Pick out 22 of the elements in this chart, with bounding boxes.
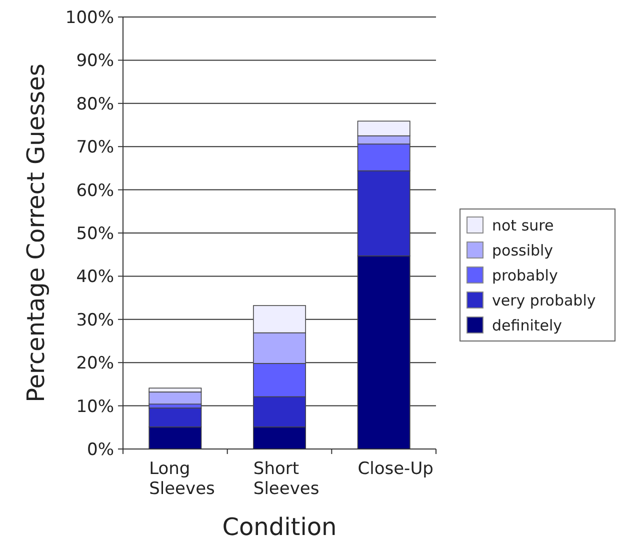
y-axis-title: Percentage Correct Guesses <box>22 64 50 402</box>
x-tick-label: Close-Up <box>358 459 434 479</box>
bar <box>148 392 202 404</box>
legend-label: probably <box>492 266 558 284</box>
legend-label: definitely <box>492 316 562 334</box>
y-tick-label: 90% <box>76 51 114 72</box>
y-tick-label: 70% <box>76 138 114 158</box>
x-tick-label: Short Sleeves <box>253 459 320 499</box>
legend-label: not sure <box>492 216 554 234</box>
y-tick-label: 0% <box>87 440 114 460</box>
x-tick-label: Long Sleeves <box>149 459 216 499</box>
y-tick-label: 20% <box>76 354 114 374</box>
legend-label: very probably <box>492 291 596 310</box>
y-tick-label: 50% <box>76 224 114 244</box>
y-tick-label: 10% <box>76 396 114 417</box>
y-tick-label: 30% <box>76 310 114 330</box>
y-tick-label: 80% <box>76 94 114 114</box>
y-tick-label: 40% <box>76 267 114 288</box>
y-tick-label: 100% <box>65 8 114 28</box>
y-tick-label: 60% <box>76 180 114 201</box>
legend-label: possibly <box>492 241 554 260</box>
x-axis-title: Condition <box>222 513 337 539</box>
